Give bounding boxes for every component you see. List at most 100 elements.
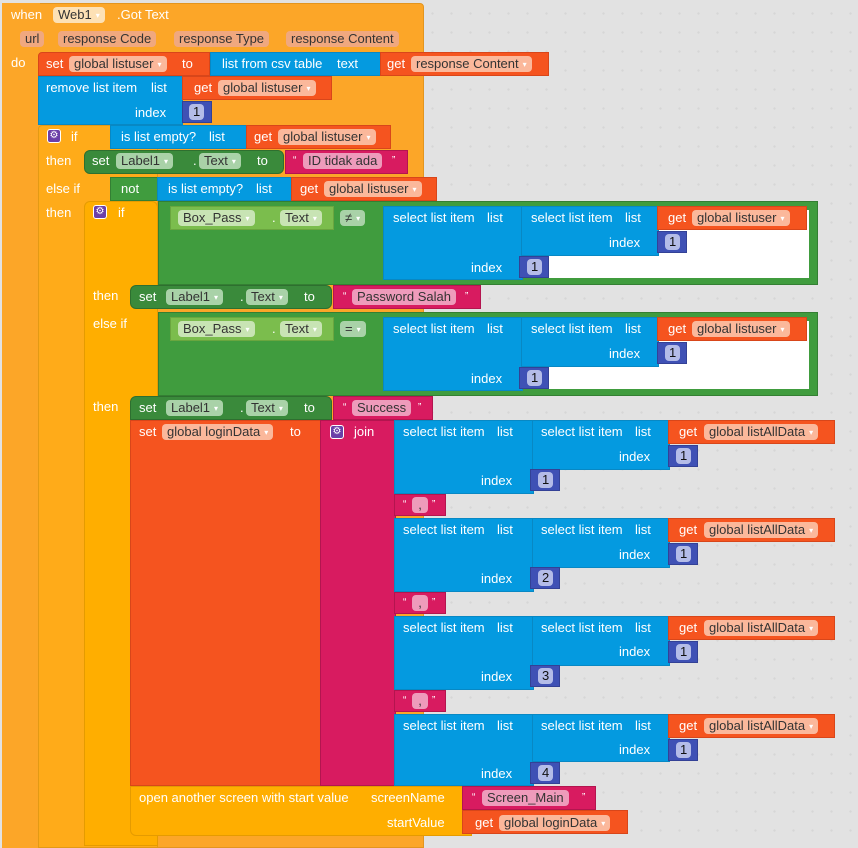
property-dropdown-text[interactable]: Text ▾ xyxy=(199,153,241,169)
var-dropdown-listuser[interactable]: global listuser ▾ xyxy=(218,80,316,96)
select-list-item-inner[interactable] xyxy=(532,714,670,762)
index-keyword: index xyxy=(481,473,513,488)
var-dropdown-list-all-data[interactable]: global listAllData ▾ xyxy=(704,718,819,734)
dropdown-arrow-icon: ▾ xyxy=(366,133,371,142)
param-url[interactable]: url xyxy=(20,31,45,47)
then-keyword: then xyxy=(93,288,119,303)
property-dropdown-text[interactable]: Text ▾ xyxy=(280,321,322,337)
set-label1-text-block[interactable] xyxy=(84,150,284,174)
set-login-data-block[interactable] xyxy=(130,420,322,786)
var-dropdown-login-data[interactable]: global loginData ▾ xyxy=(162,424,274,440)
var-dropdown-list-all-data[interactable]: global listAllData ▾ xyxy=(704,620,819,636)
set-keyword: set xyxy=(46,56,64,71)
select-list-item-inner[interactable] xyxy=(521,317,659,367)
number-value[interactable]: 1 xyxy=(676,448,692,464)
number-value[interactable]: 3 xyxy=(538,668,554,684)
number-value[interactable]: 1 xyxy=(676,546,692,562)
text-value[interactable]: Success xyxy=(352,400,412,416)
component-dropdown-box-pass[interactable]: Box_Pass ▾ xyxy=(178,210,255,226)
operator-dropdown-neq[interactable]: ≠ ▾ xyxy=(340,210,366,226)
to-keyword: to xyxy=(304,400,315,415)
component-dropdown-web1[interactable]: Web1 ▾ xyxy=(53,7,105,23)
remove-list-item-block[interactable] xyxy=(38,76,183,125)
gear-icon[interactable]: ⚙ xyxy=(330,425,344,439)
select-list-item-outer[interactable] xyxy=(383,206,523,280)
number-value[interactable]: 1 xyxy=(676,742,692,758)
var-name: global listuser xyxy=(74,56,154,71)
text-value[interactable]: Screen_Main xyxy=(482,790,569,806)
dropdown-arrow-icon: ▾ xyxy=(214,404,219,413)
gear-icon[interactable]: ⚙ xyxy=(47,129,61,143)
var-dropdown-listuser[interactable]: global listuser ▾ xyxy=(692,321,790,337)
index-keyword: index xyxy=(481,571,513,586)
select-list-item-outer[interactable] xyxy=(394,518,534,592)
get-keyword: get xyxy=(668,210,687,225)
component-dropdown-box-pass[interactable]: Box_Pass ▾ xyxy=(178,321,255,337)
number-value[interactable]: 2 xyxy=(538,570,554,586)
component-dropdown-label1[interactable]: Label1 ▾ xyxy=(116,153,174,169)
var-dropdown-listuser[interactable]: global listuser ▾ xyxy=(69,56,167,72)
var-dropdown-listuser[interactable]: global listuser ▾ xyxy=(324,181,422,197)
list-keyword: list xyxy=(487,210,503,225)
not-block[interactable] xyxy=(110,177,160,201)
dropdown-arrow-icon: ▾ xyxy=(278,293,283,302)
component-dropdown-label1[interactable]: Label1 ▾ xyxy=(166,289,224,305)
number-value[interactable]: 1 xyxy=(676,644,692,660)
var-dropdown-list-all-data[interactable]: global listAllData ▾ xyxy=(704,522,819,538)
number-value[interactable]: 1 xyxy=(665,234,681,250)
text-value[interactable]: , xyxy=(412,497,428,513)
text-value[interactable]: Password Salah xyxy=(352,289,456,305)
select-list-item-outer[interactable] xyxy=(394,420,534,494)
var-dropdown-listuser[interactable]: global listuser ▾ xyxy=(278,129,376,145)
to-keyword: to xyxy=(290,424,301,439)
dropdown-arrow-icon: ▾ xyxy=(157,60,162,69)
component-dropdown-label1[interactable]: Label1 ▾ xyxy=(166,400,224,416)
var-name: global listuser xyxy=(329,181,409,196)
set-label1-text-block[interactable] xyxy=(130,285,332,309)
list-keyword: list xyxy=(256,181,272,196)
number-value[interactable]: 1 xyxy=(538,472,554,488)
var-dropdown-listuser[interactable]: global listuser ▾ xyxy=(692,210,790,226)
number-value[interactable]: 4 xyxy=(538,765,554,781)
number-value[interactable]: 1 xyxy=(665,345,681,361)
select-list-item-inner[interactable] xyxy=(521,206,659,256)
not-keyword: not xyxy=(121,181,140,196)
number-value[interactable]: 1 xyxy=(189,104,205,120)
list-keyword: list xyxy=(487,321,503,336)
join-block[interactable] xyxy=(320,420,396,786)
select-list-item-inner[interactable] xyxy=(532,518,670,568)
then-keyword: then xyxy=(46,205,72,220)
text-value[interactable]: , xyxy=(412,693,428,709)
is-list-empty-block[interactable] xyxy=(157,177,293,201)
var-name: global listAllData xyxy=(709,424,806,439)
list-from-csv-block[interactable] xyxy=(210,52,382,76)
param-response-type[interactable]: response Type xyxy=(174,31,270,47)
index-keyword: index xyxy=(471,260,503,275)
number-value[interactable]: 1 xyxy=(527,259,543,275)
is-list-empty-block[interactable] xyxy=(110,125,248,149)
param-response-code[interactable]: response Code xyxy=(58,31,157,47)
open-another-screen-block[interactable] xyxy=(130,786,472,836)
property-dropdown-text[interactable]: Text ▾ xyxy=(246,289,288,305)
number-value[interactable]: 1 xyxy=(527,370,543,386)
select-list-item-outer[interactable] xyxy=(394,714,534,786)
open-quote-icon: “ xyxy=(472,792,476,803)
select-list-item-outer[interactable] xyxy=(394,616,534,690)
set-label1-text-block[interactable] xyxy=(130,396,332,420)
property-dropdown-text[interactable]: Text ▾ xyxy=(246,400,288,416)
gear-icon[interactable]: ⚙ xyxy=(93,205,107,219)
param-response-content[interactable]: response Content xyxy=(286,31,399,47)
property-dropdown-text[interactable]: Text ▾ xyxy=(280,210,322,226)
var-dropdown-login-data[interactable]: global loginData ▾ xyxy=(499,815,611,831)
get-keyword: get xyxy=(668,321,687,336)
close-quote-icon: ” xyxy=(432,499,436,510)
text-value[interactable]: ID tidak ada xyxy=(303,153,383,169)
list-keyword: list xyxy=(151,80,167,95)
var-dropdown-response-content[interactable]: response Content ▾ xyxy=(411,56,532,72)
close-quote-icon: ” xyxy=(392,155,396,166)
text-value[interactable]: , xyxy=(412,595,428,611)
is-list-empty-label: is list empty? xyxy=(168,181,244,196)
operator-dropdown-eq[interactable]: = ▾ xyxy=(340,321,366,337)
select-list-item-inner[interactable] xyxy=(532,616,670,666)
var-dropdown-list-all-data[interactable]: global listAllData ▾ xyxy=(704,424,819,440)
